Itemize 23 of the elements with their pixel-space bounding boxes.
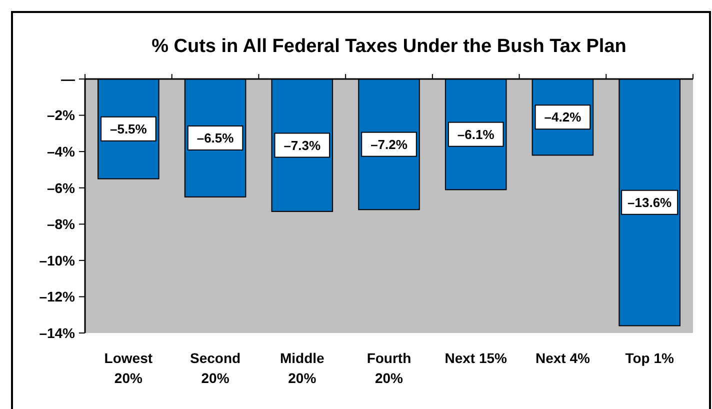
x-tick-label: Lowest 20% bbox=[104, 350, 153, 386]
chart-title: % Cuts in All Federal Taxes Under the Bush Tax Plan bbox=[152, 36, 626, 57]
x-tick-label: Middle 20% bbox=[280, 350, 325, 386]
data-label: –7.3% bbox=[284, 138, 322, 153]
x-tick-label: Next 4% bbox=[535, 350, 590, 366]
y-tick-label: –10% bbox=[39, 252, 76, 268]
data-label: –6.5% bbox=[196, 130, 234, 146]
x-tick-label: Second 20% bbox=[190, 350, 241, 386]
x-tick-label: Fourth 20% bbox=[366, 350, 412, 386]
y-tick-label: –6% bbox=[46, 180, 76, 196]
data-label: –5.5% bbox=[110, 121, 148, 136]
data-label: –7.2% bbox=[370, 136, 408, 152]
x-tick-label: Next 15% bbox=[444, 350, 508, 366]
y-tick-label: –8% bbox=[46, 216, 76, 232]
y-tick-label: –2% bbox=[46, 107, 76, 124]
data-label: –13.6% bbox=[628, 194, 672, 210]
data-label: –4.2% bbox=[544, 110, 582, 125]
y-tick-label: –14% bbox=[39, 324, 76, 341]
y-tick-label: –12% bbox=[39, 288, 76, 305]
y-tick-label: –4% bbox=[46, 143, 76, 160]
y-tick-label: — bbox=[61, 70, 75, 87]
x-tick-label: Top 1% bbox=[625, 350, 674, 366]
data-label: –6.1% bbox=[457, 126, 495, 142]
